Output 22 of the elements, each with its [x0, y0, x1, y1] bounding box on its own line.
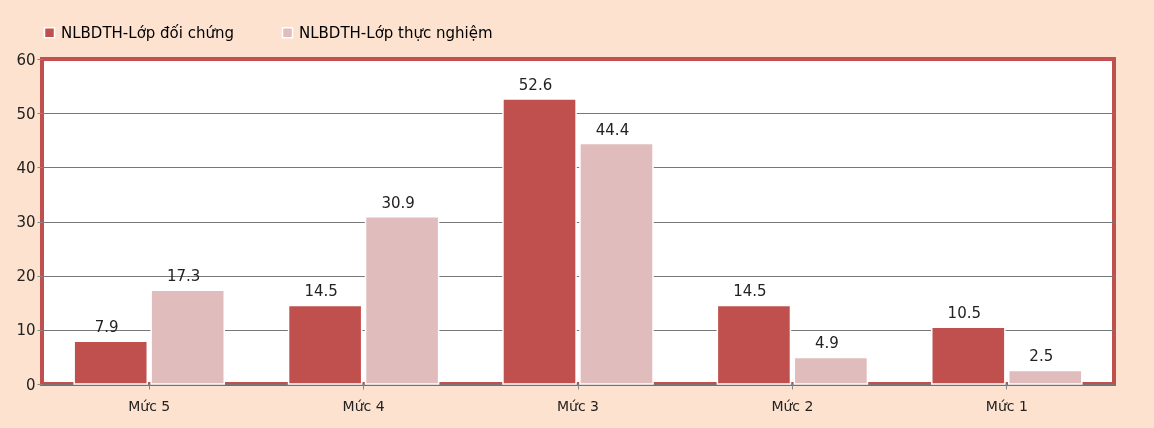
x-tick-label: Mức 5 [128, 397, 171, 414]
legend-label: NLBDTH-Lớp đối chứng [61, 23, 235, 42]
y-tick-label: 30 [16, 213, 36, 231]
x-tick-label: Mức 1 [985, 397, 1028, 414]
x-tick-label: Mức 4 [342, 397, 385, 414]
y-tick-label: 40 [16, 158, 36, 177]
data-label: 2.5 [1029, 347, 1054, 366]
x-tick-label: Mức 3 [556, 397, 600, 414]
y-tick-label: 50 [16, 104, 36, 123]
x-tick-label: Mức 2 [771, 397, 814, 414]
data-label: 14.5 [304, 282, 338, 301]
y-tick-label: 20 [16, 267, 36, 286]
data-label: 14.5 [733, 282, 767, 301]
y-tick-label: 10 [16, 321, 36, 340]
data-label: 52.6 [518, 76, 553, 95]
data-label: 30.9 [381, 193, 415, 212]
y-tick-label: 60 [16, 50, 36, 69]
y-tick-label: 0 [25, 375, 36, 394]
data-label: 10.5 [947, 304, 982, 323]
data-label: 44.4 [595, 120, 630, 139]
legend-label: NLBDTH-Lớp thực nghiệm [299, 23, 493, 42]
data-label: 4.9 [814, 334, 839, 353]
